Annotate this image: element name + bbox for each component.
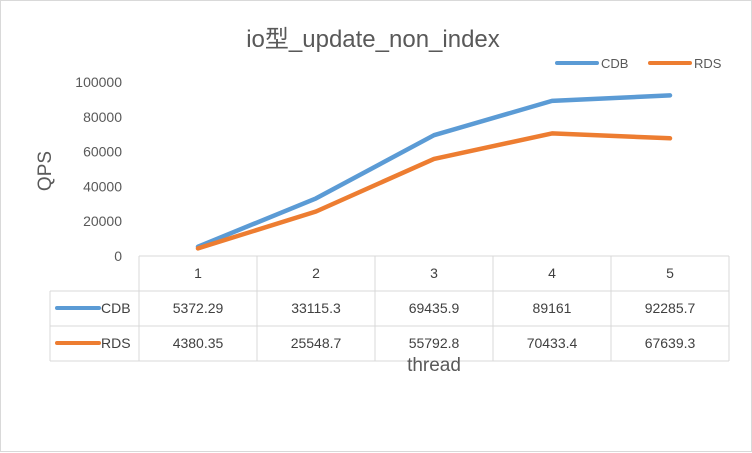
y-tick-label: 0 <box>114 248 122 264</box>
plot-lines <box>195 93 673 251</box>
y-tick-label: 20000 <box>83 213 122 229</box>
data-table: 1 2 3 4 5 CDB 5372.29 33115.3 69435.9 89161 92285.… <box>49 255 730 362</box>
legend-label: CDB <box>601 56 628 71</box>
series-line-rds <box>195 131 673 251</box>
data-label: 89161 <box>533 300 572 316</box>
y-axis-title: QPS <box>35 151 56 191</box>
data-label: 69435.9 <box>409 300 460 316</box>
y-tick-label: 40000 <box>83 178 122 194</box>
x-tick-label: 1 <box>194 265 202 281</box>
data-label: 55792.8 <box>409 335 460 351</box>
table-series-name: CDB <box>101 300 131 316</box>
x-tick-label: 2 <box>312 265 320 281</box>
data-label: 67639.3 <box>645 335 696 351</box>
data-label: 92285.7 <box>645 300 696 316</box>
x-tick-label: 3 <box>430 265 438 281</box>
y-axis-ticks: 0 20000 40000 60000 80000 100000 <box>75 74 122 264</box>
x-tick-label: 5 <box>666 265 674 281</box>
y-tick-label: 60000 <box>83 144 122 160</box>
legend-label: RDS <box>694 56 722 71</box>
y-tick-label: 100000 <box>75 74 122 90</box>
data-label: 33115.3 <box>291 300 341 316</box>
data-label: 25548.7 <box>291 335 342 351</box>
series-line-cdb <box>195 93 673 249</box>
x-axis-title: thread <box>407 355 461 376</box>
data-label: 70433.4 <box>527 335 578 351</box>
chart-title: io型_update_non_index <box>246 26 500 53</box>
data-label: 4380.35 <box>173 335 224 351</box>
table-series-name: RDS <box>101 335 131 351</box>
legend: CDB RDS <box>555 56 722 71</box>
data-label: 5372.29 <box>173 300 224 316</box>
x-tick-label: 4 <box>548 265 556 281</box>
y-tick-label: 80000 <box>83 109 122 125</box>
